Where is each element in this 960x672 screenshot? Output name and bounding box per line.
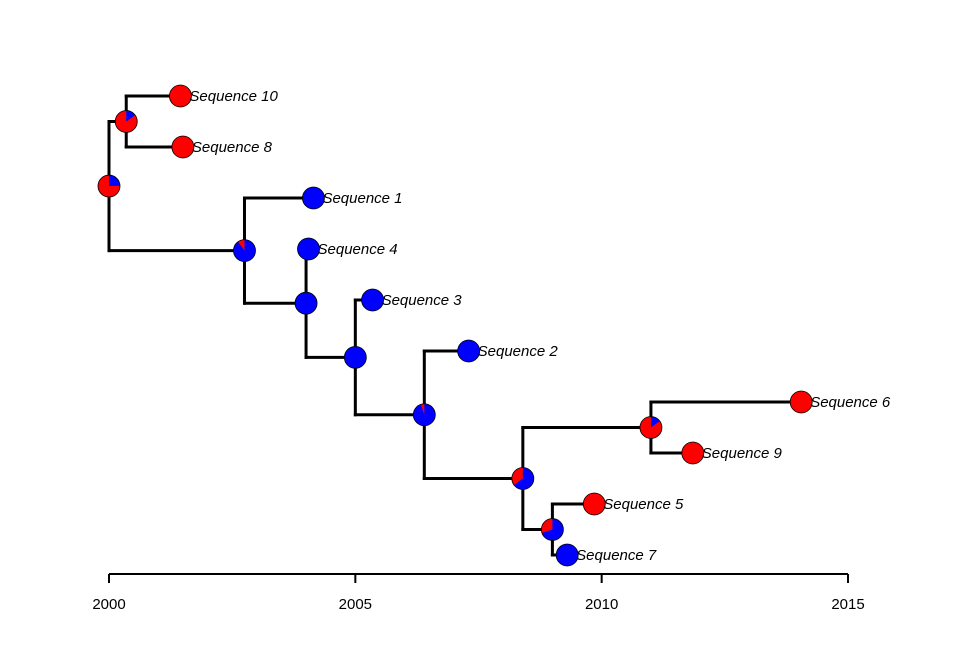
marker-outline: [412, 403, 436, 427]
marker-outline: [639, 416, 663, 439]
tip-label: Sequence 7: [576, 547, 657, 564]
axis-tick-label: 2000: [92, 596, 125, 613]
red-state-slice: [541, 518, 553, 533]
tip-marker: [297, 237, 320, 261]
tip-marker: [171, 135, 195, 159]
internal-node-marker: [511, 467, 535, 490]
tip-marker: [361, 288, 384, 312]
red-state-slice: [238, 239, 245, 251]
branch-layer: [107, 94, 803, 557]
internal-node-marker: [114, 110, 138, 133]
red-state-slice: [681, 441, 705, 465]
tip-marker: [457, 339, 481, 363]
marker-outline: [97, 174, 121, 198]
red-state-slice: [511, 467, 523, 485]
marker-outline: [511, 467, 535, 490]
blue-state-slice: [294, 291, 318, 315]
axis-tick-label: 2015: [831, 596, 864, 613]
tip-label: Sequence 6: [810, 394, 891, 411]
marker-outline: [541, 518, 564, 541]
tip-label: Sequence 4: [318, 241, 398, 258]
red-state-slice: [171, 135, 195, 159]
marker-outline: [233, 239, 256, 262]
red-state-slice: [115, 110, 138, 133]
internal-node-marker: [294, 291, 318, 315]
red-state-slice: [789, 390, 813, 414]
internal-node-marker: [639, 416, 663, 439]
blue-state-slice: [297, 237, 320, 261]
marker-outline: [114, 110, 138, 133]
node-layer: [97, 110, 663, 541]
internal-node-marker: [97, 174, 121, 198]
red-state-slice: [582, 492, 606, 516]
tip-label: Sequence 5: [603, 496, 684, 513]
internal-node-marker: [343, 345, 367, 369]
red-state-slice: [169, 84, 192, 108]
time-axis: 2000 2005 2010 2015: [92, 573, 865, 613]
tip-label: Sequence 2: [478, 343, 559, 360]
blue-state-slice: [555, 543, 579, 567]
tip-marker: [302, 186, 325, 210]
tip-layer: Sequence 10 Sequence 8 Sequence 1 Sequence …: [169, 84, 891, 567]
blue-state-slice: [302, 186, 325, 210]
red-state-slice: [639, 416, 662, 439]
tip-label: Sequence 3: [382, 292, 463, 309]
axis-tick-label: 2010: [585, 596, 618, 613]
internal-node-marker: [541, 518, 564, 541]
red-state-slice: [98, 175, 120, 198]
tip-label: Sequence 8: [192, 139, 273, 156]
blue-state-slice: [361, 288, 384, 312]
blue-state-slice: [457, 339, 481, 363]
tip-marker: [681, 441, 705, 465]
tip-label: Sequence 10: [189, 88, 278, 105]
tip-marker: [169, 84, 192, 108]
tip-label: Sequence 9: [702, 445, 783, 462]
axis-tick-label: 2005: [339, 596, 372, 613]
tip-marker: [582, 492, 606, 516]
tip-label: Sequence 1: [322, 190, 402, 207]
internal-node-marker: [412, 403, 436, 427]
red-state-slice: [420, 403, 425, 415]
internal-node-marker: [233, 239, 256, 262]
blue-state-slice: [343, 345, 367, 369]
tip-marker: [789, 390, 813, 414]
tip-marker: [555, 543, 579, 567]
